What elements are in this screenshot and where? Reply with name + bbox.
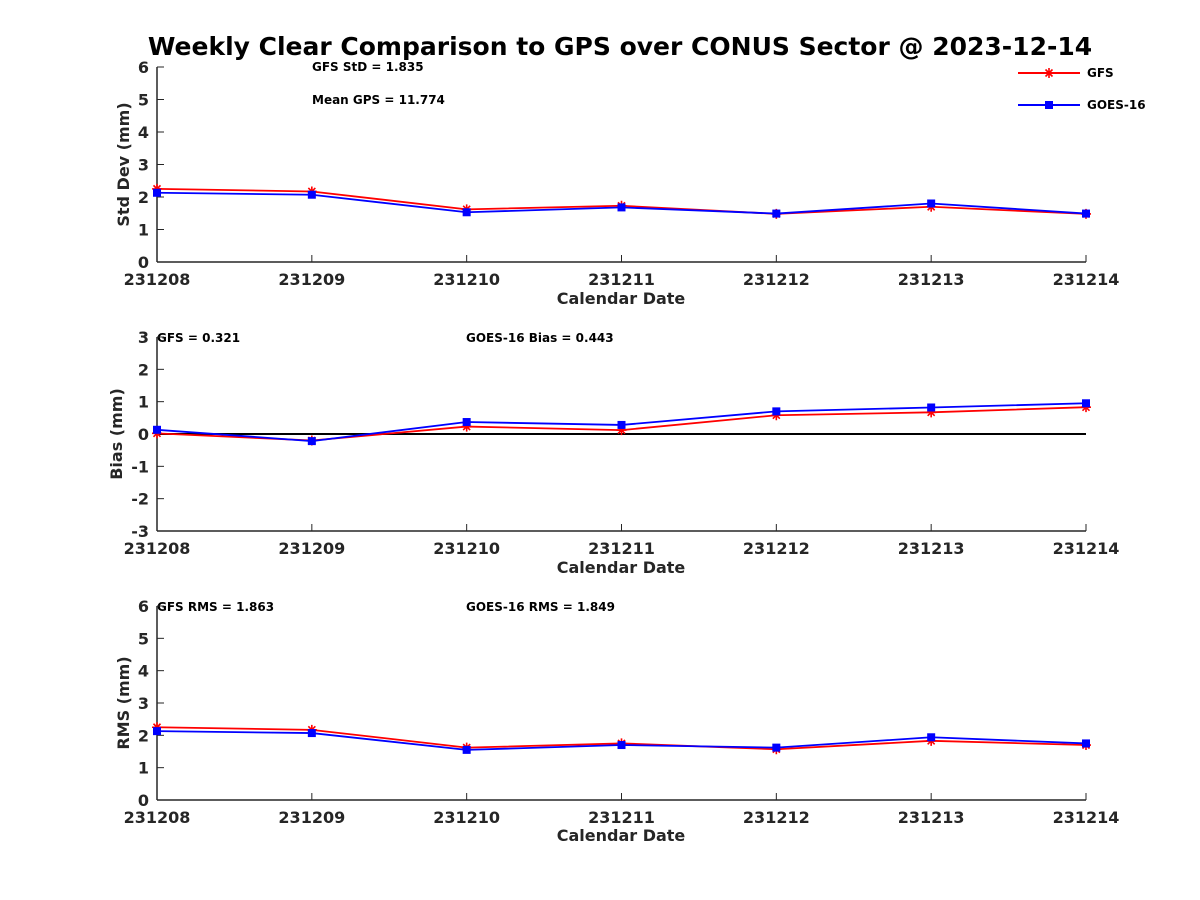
data-point-gfs	[616, 425, 627, 436]
panel-rms: GFS RMS = 1.863 GOES-16 RMS = 1.849 RMS …	[114, 597, 1119, 845]
panel-bias: GFS = 0.321 GOES-16 Bias = 0.443 Bias (m…	[107, 328, 1119, 577]
legend-label-goes16: GOES-16	[1087, 98, 1146, 112]
data-point-goes16	[617, 420, 626, 429]
y-axis-label: Std Dev (mm)	[114, 102, 133, 226]
x-tick-label: 231210	[433, 808, 500, 827]
data-point-goes16	[1082, 739, 1090, 748]
y-axis-label: Bias (mm)	[107, 388, 126, 480]
data-point-goes16	[927, 403, 936, 412]
data-point-goes16	[153, 727, 161, 736]
annotation-gfs-rms: GFS RMS = 1.863	[157, 600, 274, 614]
y-tick-label: -2	[131, 490, 149, 509]
x-tick-label: 231209	[278, 808, 345, 827]
y-axis-label: RMS (mm)	[114, 656, 133, 749]
annotation-goes16-bias: GOES-16 Bias = 0.443	[466, 331, 614, 345]
y-tick-label: 3	[138, 694, 149, 713]
y-tick-label: 4	[138, 123, 149, 142]
x-tick-label: 231208	[124, 808, 191, 827]
x-tick-label: 231209	[278, 539, 345, 558]
y-tick-label: -3	[131, 522, 149, 541]
x-tick-label: 231210	[433, 270, 500, 289]
data-point-goes16	[772, 743, 781, 752]
x-axis-label: Calendar Date	[557, 289, 686, 308]
annotation-mean-gps: Mean GPS = 11.774	[312, 93, 445, 107]
panel-std-dev: GFS StD = 1.835 Mean GPS = 11.774 Std De…	[114, 58, 1119, 308]
legend-marker-goes16	[1045, 101, 1053, 109]
x-axis-label: Calendar Date	[557, 826, 686, 845]
x-tick-label: 231211	[588, 539, 655, 558]
x-tick-label: 231214	[1053, 539, 1120, 558]
data-point-goes16	[772, 209, 781, 218]
x-tick-label: 231214	[1053, 808, 1120, 827]
y-tick-label: 5	[138, 91, 149, 110]
x-tick-label: 231209	[278, 270, 345, 289]
legend-marker-shape	[1044, 68, 1054, 78]
data-point-goes16	[307, 729, 316, 738]
data-point-goes16	[617, 203, 626, 212]
y-tick-label: 4	[138, 662, 149, 681]
data-point-gfs	[926, 407, 937, 418]
y-tick-label: 6	[138, 597, 149, 616]
data-point-goes16	[927, 733, 936, 742]
data-point-gfs	[461, 421, 472, 432]
y-tick-label: 3	[138, 328, 149, 347]
annotation-gfs-std: GFS StD = 1.835	[312, 60, 424, 74]
legend-entry-gfs: GFS	[1018, 66, 1114, 80]
x-tick-label: 231214	[1053, 270, 1120, 289]
x-tick-label: 231211	[588, 808, 655, 827]
data-point-goes16	[1082, 209, 1090, 218]
legend-marker-gfs	[1044, 68, 1054, 78]
x-tick-label: 231212	[743, 808, 810, 827]
x-tick-label: 231211	[588, 270, 655, 289]
data-point-goes16	[307, 437, 316, 446]
y-tick-label: 3	[138, 156, 149, 175]
x-tick-label: 231208	[124, 539, 191, 558]
y-tick-label: 1	[138, 393, 149, 412]
x-tick-label: 231210	[433, 539, 500, 558]
y-tick-label: 2	[138, 360, 149, 379]
legend-marker-shape	[1045, 101, 1053, 109]
x-tick-label: 231213	[898, 808, 965, 827]
x-tick-label: 231212	[743, 270, 810, 289]
annotation-goes16-rms: GOES-16 RMS = 1.849	[466, 600, 615, 614]
x-axis-label: Calendar Date	[557, 558, 686, 577]
x-tick-label: 231213	[898, 539, 965, 558]
x-tick-label: 231213	[898, 270, 965, 289]
data-point-goes16	[153, 425, 161, 434]
y-tick-label: 1	[138, 759, 149, 778]
annotation-gfs-bias: GFS = 0.321	[157, 331, 240, 345]
x-tick-label: 231208	[124, 270, 191, 289]
y-tick-label: 6	[138, 58, 149, 77]
data-point-goes16	[462, 208, 471, 217]
y-tick-label: 0	[138, 253, 149, 272]
data-point-goes16	[462, 745, 471, 754]
y-tick-label: 5	[138, 629, 149, 648]
legend-entry-goes16: GOES-16	[1018, 98, 1146, 112]
y-tick-label: 2	[138, 188, 149, 207]
data-point-goes16	[927, 199, 936, 208]
legend-label-gfs: GFS	[1087, 66, 1114, 80]
y-tick-label: -1	[131, 457, 149, 476]
legend: GFS GOES-16	[1018, 66, 1146, 112]
data-point-goes16	[1082, 399, 1090, 408]
figure-title: Weekly Clear Comparison to GPS over CONU…	[148, 32, 1092, 61]
y-tick-label: 2	[138, 726, 149, 745]
data-point-goes16	[462, 418, 471, 427]
data-point-goes16	[772, 407, 781, 416]
data-point-goes16	[153, 188, 161, 197]
y-tick-label: 0	[138, 791, 149, 810]
data-point-goes16	[617, 741, 626, 750]
x-tick-label: 231212	[743, 539, 810, 558]
data-point-goes16	[307, 190, 316, 199]
y-tick-label: 1	[138, 221, 149, 240]
y-tick-label: 0	[138, 425, 149, 444]
